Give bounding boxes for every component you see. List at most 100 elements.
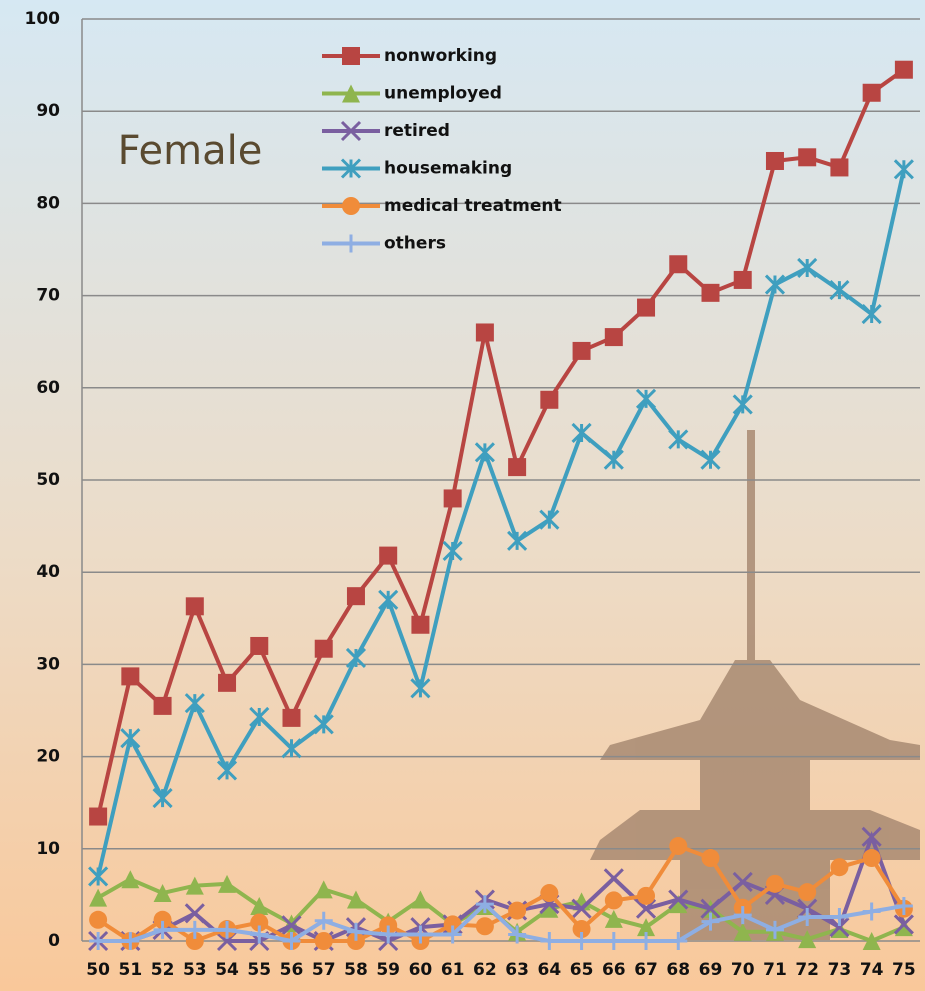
marker — [603, 868, 624, 889]
marker — [250, 913, 269, 932]
marker — [894, 918, 913, 937]
marker — [894, 896, 913, 915]
marker — [764, 274, 786, 295]
marker — [732, 871, 753, 893]
marker — [185, 876, 204, 895]
marker — [250, 896, 269, 915]
marker — [540, 899, 559, 918]
marker — [733, 906, 752, 925]
marker — [340, 120, 362, 142]
marker — [281, 915, 302, 936]
marker — [700, 898, 721, 919]
marker — [89, 932, 108, 950]
marker — [829, 280, 850, 301]
annotation: Female — [118, 128, 263, 174]
marker — [733, 922, 752, 941]
marker — [153, 920, 172, 939]
marker — [700, 449, 721, 470]
marker — [346, 587, 365, 606]
marker — [830, 908, 849, 927]
marker — [250, 636, 269, 655]
x-tick-label: 50 — [86, 960, 110, 980]
series — [88, 159, 914, 887]
marker — [89, 910, 108, 929]
marker — [507, 530, 528, 551]
marker — [604, 909, 623, 928]
legend-label: housemaking — [384, 159, 512, 179]
marker — [798, 908, 817, 927]
marker — [346, 890, 365, 909]
marker — [340, 158, 362, 179]
marker — [604, 932, 623, 950]
x-tick-label: 69 — [699, 960, 723, 980]
marker — [314, 911, 333, 930]
marker — [379, 925, 398, 944]
marker — [314, 932, 333, 950]
marker — [669, 255, 688, 274]
marker — [89, 888, 108, 907]
marker — [733, 270, 752, 289]
x-tick-label: 72 — [795, 960, 819, 980]
y-tick-label: 90 — [36, 101, 60, 121]
x-tick-label: 60 — [409, 960, 433, 980]
legend-label: others — [384, 234, 446, 254]
y-tick-label: 0 — [48, 931, 60, 951]
marker — [218, 920, 237, 939]
y-tick-label: 50 — [36, 470, 60, 490]
legend-label: retired — [384, 121, 450, 141]
marker — [861, 303, 882, 325]
marker — [669, 837, 688, 856]
marker — [862, 83, 881, 102]
marker — [539, 509, 560, 530]
marker — [88, 866, 109, 887]
marker — [668, 889, 689, 910]
x-tick-label: 70 — [731, 960, 755, 980]
y-tick-label: 100 — [25, 9, 61, 29]
marker — [379, 916, 398, 935]
marker — [121, 667, 140, 686]
marker — [475, 917, 494, 936]
marker — [411, 615, 430, 634]
marker — [442, 540, 463, 562]
marker — [342, 234, 360, 253]
marker — [701, 283, 720, 302]
marker — [637, 932, 656, 950]
marker — [572, 341, 591, 360]
marker — [635, 388, 657, 409]
marker — [893, 159, 914, 180]
y-tick-label: 40 — [36, 562, 60, 582]
marker — [346, 922, 365, 941]
marker — [572, 920, 591, 939]
x-tick-label: 59 — [376, 960, 400, 980]
marker — [862, 902, 881, 921]
marker — [637, 918, 656, 937]
series — [89, 60, 913, 826]
y-tick-label: 60 — [36, 378, 60, 398]
marker — [765, 151, 784, 170]
marker — [798, 883, 817, 902]
marker — [249, 706, 270, 728]
marker — [443, 925, 462, 944]
legend-label: medical treatment — [384, 196, 562, 216]
marker — [830, 858, 849, 877]
marker — [185, 932, 204, 950]
x-tick-label: 65 — [570, 960, 594, 980]
marker — [797, 257, 818, 279]
marker — [282, 932, 301, 950]
marker — [218, 673, 237, 692]
marker — [701, 912, 720, 931]
x-tick-label: 63 — [505, 960, 529, 980]
marker — [508, 925, 527, 944]
marker — [603, 449, 624, 470]
marker — [184, 693, 205, 714]
marker — [185, 597, 204, 616]
marker — [637, 886, 656, 905]
legend-label: nonworking — [384, 46, 497, 66]
marker — [635, 898, 657, 919]
marker — [216, 760, 238, 781]
marker — [152, 788, 173, 809]
marker — [732, 394, 753, 415]
series-line — [98, 830, 906, 944]
marker — [893, 914, 914, 935]
marker — [411, 890, 430, 909]
